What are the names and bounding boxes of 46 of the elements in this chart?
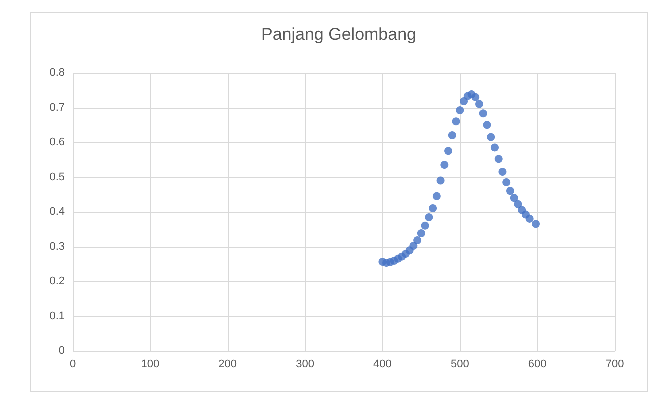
point bbox=[502, 178, 511, 186]
y-tick-label: 0.2 bbox=[50, 276, 65, 288]
point bbox=[490, 144, 499, 152]
point bbox=[494, 155, 503, 164]
point bbox=[429, 204, 438, 213]
point bbox=[452, 118, 460, 126]
x-tick-label: 500 bbox=[450, 358, 470, 370]
point bbox=[414, 236, 422, 244]
y-tick-label: 0 bbox=[58, 345, 65, 357]
point bbox=[483, 121, 492, 130]
point bbox=[487, 133, 496, 142]
point bbox=[532, 220, 540, 228]
point bbox=[444, 147, 453, 156]
y-tick-label: 0.5 bbox=[50, 171, 65, 184]
point bbox=[432, 192, 441, 200]
point bbox=[425, 214, 434, 222]
point bbox=[421, 222, 430, 230]
point bbox=[514, 200, 522, 208]
point bbox=[456, 106, 464, 115]
point bbox=[460, 97, 468, 106]
point bbox=[410, 242, 418, 250]
point bbox=[472, 93, 480, 102]
point bbox=[448, 132, 456, 140]
x-tick-label: 300 bbox=[296, 358, 314, 370]
point bbox=[440, 161, 449, 170]
x-tick-label: 0 bbox=[70, 358, 76, 370]
y-tick-label: 0.8 bbox=[50, 67, 65, 79]
point bbox=[498, 168, 507, 176]
x-tick-label: 400 bbox=[374, 358, 392, 370]
x-tick-label: 100 bbox=[141, 358, 160, 370]
x-tick-label: 700 bbox=[606, 358, 624, 370]
y-tick-label: 0.4 bbox=[50, 206, 65, 218]
y-tick-label: 0.3 bbox=[50, 240, 65, 253]
y-tick-label: 0.1 bbox=[50, 310, 65, 322]
point bbox=[476, 100, 484, 108]
x-tick-label: 200 bbox=[218, 358, 238, 370]
point bbox=[510, 194, 518, 202]
y-tick-label: 0.7 bbox=[50, 102, 65, 114]
point bbox=[417, 230, 426, 238]
point bbox=[526, 214, 534, 223]
point bbox=[436, 176, 445, 185]
point bbox=[479, 110, 488, 118]
chart-title: Panjang Gelombang bbox=[261, 25, 417, 44]
x-tick-label: 600 bbox=[528, 358, 547, 370]
point bbox=[506, 187, 514, 196]
y-tick-label: 0.6 bbox=[50, 136, 65, 148]
